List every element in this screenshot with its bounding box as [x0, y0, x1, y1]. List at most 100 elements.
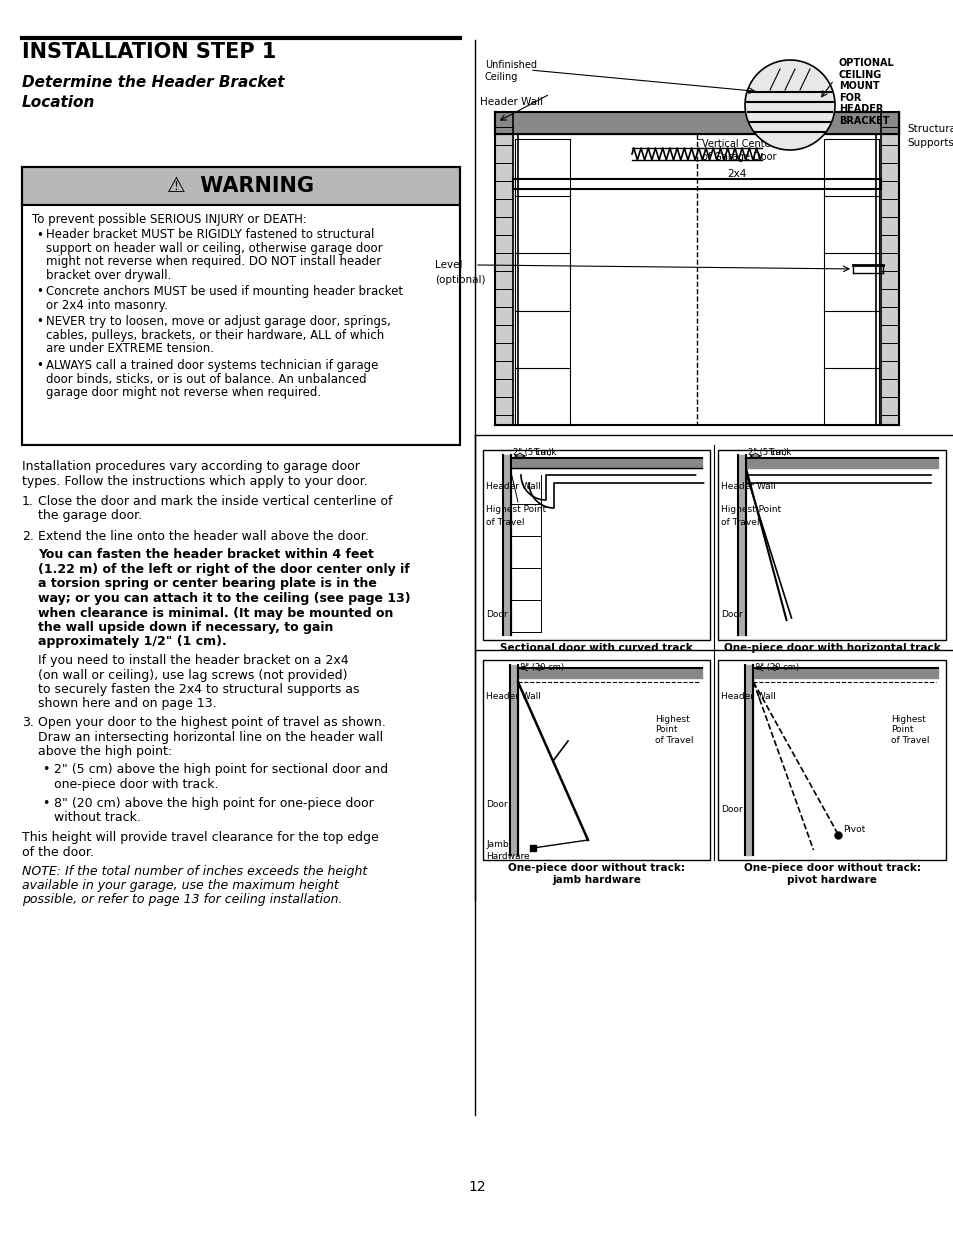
- Text: 8" (20 cm): 8" (20 cm): [519, 663, 563, 672]
- Text: This height will provide travel clearance for the top edge: This height will provide travel clearanc…: [22, 831, 378, 845]
- Text: Draw an intersecting horizontal line on the header wall: Draw an intersecting horizontal line on …: [38, 730, 383, 743]
- Text: Extend the line onto the header wall above the door.: Extend the line onto the header wall abo…: [38, 530, 369, 543]
- Text: Door: Door: [720, 610, 742, 619]
- Text: of Travel: of Travel: [720, 517, 760, 527]
- Text: 3.: 3.: [22, 716, 34, 729]
- Text: You can fasten the header bracket within 4 feet: You can fasten the header bracket within…: [38, 548, 374, 562]
- Text: Supports: Supports: [906, 138, 953, 148]
- Text: 2" (5 cm): 2" (5 cm): [513, 448, 551, 457]
- Text: •: •: [36, 359, 43, 372]
- Circle shape: [744, 61, 834, 149]
- Bar: [718, 450, 945, 640]
- Text: Location: Location: [22, 95, 95, 110]
- Text: (optional): (optional): [435, 275, 485, 285]
- Bar: [22, 205, 459, 445]
- Text: cables, pulleys, brackets, or their hardware, ALL of which: cables, pulleys, brackets, or their hard…: [46, 329, 384, 342]
- Text: One-piece door without track:
pivot hardware: One-piece door without track: pivot hard…: [743, 863, 920, 884]
- Text: above the high point:: above the high point:: [38, 745, 172, 758]
- Text: Header bracket MUST be RIGIDLY fastened to structural: Header bracket MUST be RIGIDLY fastened …: [46, 228, 374, 242]
- Text: Hardware: Hardware: [485, 852, 529, 861]
- Text: types. Follow the instructions which apply to your door.: types. Follow the instructions which app…: [22, 474, 367, 488]
- Text: Door: Door: [720, 805, 742, 814]
- Text: Header Wall: Header Wall: [720, 482, 776, 492]
- Text: of Garage Door: of Garage Door: [701, 152, 776, 162]
- Text: the wall upside down if necessary, to gain: the wall upside down if necessary, to ga…: [38, 621, 333, 634]
- Text: bracket over drywall.: bracket over drywall.: [46, 269, 172, 282]
- Text: are under EXTREME tension.: are under EXTREME tension.: [46, 342, 213, 356]
- Text: 2.: 2.: [22, 530, 34, 543]
- Text: NOTE: If the total number of inches exceeds the height: NOTE: If the total number of inches exce…: [22, 864, 367, 878]
- Text: •: •: [36, 228, 43, 242]
- Text: OPTIONAL
CEILING
MOUNT
FOR
HEADER
BRACKET: OPTIONAL CEILING MOUNT FOR HEADER BRACKE…: [838, 58, 894, 126]
- Text: •: •: [36, 315, 43, 329]
- Bar: [482, 659, 710, 860]
- Text: If you need to install the header bracket on a 2x4: If you need to install the header bracke…: [38, 655, 348, 667]
- Text: Level: Level: [435, 259, 462, 270]
- Text: NEVER try to loosen, move or adjust garage door, springs,: NEVER try to loosen, move or adjust gara…: [46, 315, 391, 329]
- Text: Open your door to the highest point of travel as shown.: Open your door to the highest point of t…: [38, 716, 385, 729]
- Text: Installation procedures vary according to garage door: Installation procedures vary according t…: [22, 459, 359, 473]
- Text: Close the door and mark the inside vertical centerline of: Close the door and mark the inside verti…: [38, 495, 392, 508]
- Text: Header Wall: Header Wall: [485, 482, 540, 492]
- Text: Vertical Centerline: Vertical Centerline: [701, 140, 792, 149]
- Text: to securely fasten the 2x4 to structural supports as: to securely fasten the 2x4 to structural…: [38, 683, 359, 697]
- Text: might not reverse when required. DO NOT install header: might not reverse when required. DO NOT …: [46, 256, 381, 268]
- Text: ALWAYS call a trained door systems technician if garage: ALWAYS call a trained door systems techn…: [46, 359, 378, 372]
- Text: One-piece door without track:
jamb hardware: One-piece door without track: jamb hardw…: [508, 863, 684, 884]
- Text: Highest
Point
of Travel: Highest Point of Travel: [890, 715, 928, 745]
- Text: Unfinished: Unfinished: [484, 61, 537, 70]
- Text: Concrete anchors MUST be used if mounting header bracket: Concrete anchors MUST be used if mountin…: [46, 285, 403, 299]
- Text: •: •: [42, 797, 50, 809]
- Text: ⚠  WARNING: ⚠ WARNING: [168, 177, 314, 196]
- Text: Door: Door: [485, 610, 507, 619]
- Text: (on wall or ceiling), use lag screws (not provided): (on wall or ceiling), use lag screws (no…: [38, 668, 347, 682]
- Bar: [22, 167, 459, 445]
- Text: 2" (5 cm) above the high point for sectional door and: 2" (5 cm) above the high point for secti…: [54, 763, 388, 777]
- Text: Header Wall: Header Wall: [485, 692, 540, 701]
- Text: the garage door.: the garage door.: [38, 510, 142, 522]
- Text: Highest
Point
of Travel: Highest Point of Travel: [655, 715, 693, 745]
- Text: Highest Point: Highest Point: [485, 505, 545, 514]
- Text: Track: Track: [768, 448, 791, 457]
- Text: (1.22 m) of the left or right of the door center only if: (1.22 m) of the left or right of the doo…: [38, 563, 410, 576]
- Text: without track.: without track.: [54, 811, 141, 824]
- Bar: [482, 450, 710, 640]
- Text: Ceiling: Ceiling: [484, 72, 517, 82]
- Text: 8" (20 cm) above the high point for one-piece door: 8" (20 cm) above the high point for one-…: [54, 797, 374, 809]
- Bar: [22, 167, 459, 205]
- Text: Sectional door with curved track: Sectional door with curved track: [500, 643, 693, 653]
- Text: approximately 1/2" (1 cm).: approximately 1/2" (1 cm).: [38, 636, 227, 648]
- Text: 2" (5 cm): 2" (5 cm): [748, 448, 786, 457]
- Text: 2x4: 2x4: [784, 127, 802, 137]
- Text: •: •: [36, 285, 43, 299]
- Text: shown here and on page 13.: shown here and on page 13.: [38, 698, 216, 710]
- Text: of Travel: of Travel: [485, 517, 524, 527]
- Text: Header Wall: Header Wall: [720, 692, 776, 701]
- Text: or 2x4 into masonry.: or 2x4 into masonry.: [46, 299, 168, 312]
- Text: Determine the Header Bracket: Determine the Header Bracket: [22, 75, 284, 90]
- Text: 8" (20 cm): 8" (20 cm): [755, 663, 799, 672]
- Text: Pivot: Pivot: [842, 825, 864, 835]
- Text: 2x4: 2x4: [726, 169, 745, 179]
- Text: support on header wall or ceiling, otherwise garage door: support on header wall or ceiling, other…: [46, 242, 382, 254]
- Text: To prevent possible SERIOUS INJURY or DEATH:: To prevent possible SERIOUS INJURY or DE…: [32, 212, 307, 226]
- Text: Door: Door: [485, 800, 507, 809]
- Text: INSTALLATION STEP 1: INSTALLATION STEP 1: [22, 42, 276, 62]
- Text: •: •: [42, 763, 50, 777]
- Text: of the door.: of the door.: [22, 846, 93, 860]
- Text: One-piece door with horizontal track: One-piece door with horizontal track: [723, 643, 940, 653]
- Bar: [718, 659, 945, 860]
- Text: 1.: 1.: [22, 495, 34, 508]
- Text: garage door might not reverse when required.: garage door might not reverse when requi…: [46, 387, 321, 399]
- Text: Track: Track: [533, 448, 556, 457]
- Text: way; or you can attach it to the ceiling (see page 13): way; or you can attach it to the ceiling…: [38, 592, 410, 605]
- Text: 12: 12: [468, 1179, 485, 1194]
- Text: Highest Point: Highest Point: [720, 505, 781, 514]
- Text: Structural: Structural: [906, 124, 953, 135]
- Text: possible, or refer to page 13 for ceiling installation.: possible, or refer to page 13 for ceilin…: [22, 893, 342, 906]
- Text: Jamb: Jamb: [485, 840, 508, 848]
- Text: a torsion spring or center bearing plate is in the: a torsion spring or center bearing plate…: [38, 578, 376, 590]
- Text: door binds, sticks, or is out of balance. An unbalanced: door binds, sticks, or is out of balance…: [46, 373, 366, 385]
- Text: Header Wall: Header Wall: [479, 98, 542, 107]
- Text: available in your garage, use the maximum height: available in your garage, use the maximu…: [22, 879, 338, 892]
